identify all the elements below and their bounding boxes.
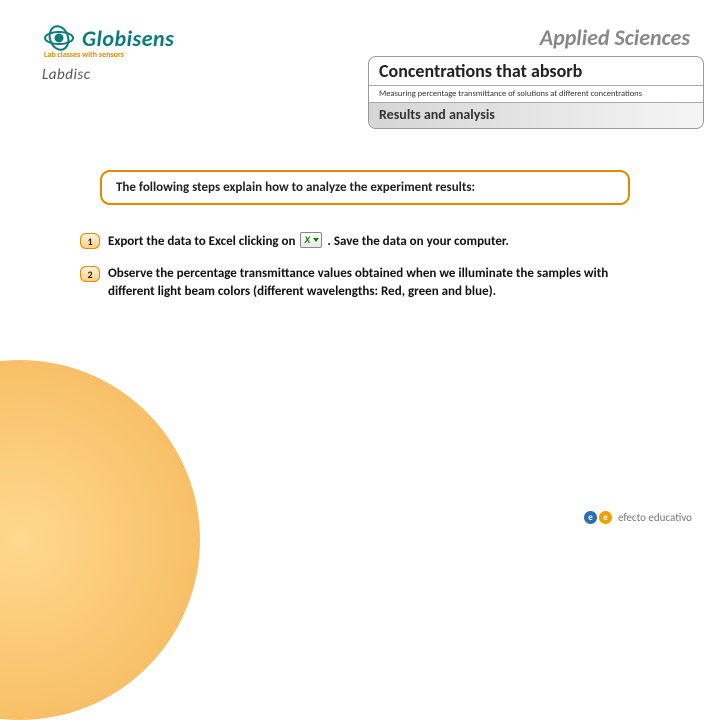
brand-name: Globisens [82, 25, 174, 52]
step-number-badge: 1 [80, 233, 100, 249]
step-number-badge: 2 [80, 266, 100, 282]
decorative-circle [0, 360, 200, 720]
lesson-subtitle: Measuring percentage transmittance of so… [369, 86, 703, 102]
step-item: 1 Export the data to Excel clicking on .… [80, 232, 640, 251]
step-item: 2 Observe the percentage transmittance v… [80, 265, 640, 301]
header-box: Concentrations that absorb Measuring per… [368, 56, 704, 129]
intro-box: The following steps explain how to analy… [100, 170, 630, 205]
category-label: Applied Sciences [540, 24, 690, 51]
step-text-post: . Save the data on your computer. [327, 234, 508, 249]
logo-block: Globisens Lab classes with sensors Labdi… [42, 24, 174, 84]
brand-tagline: Lab classes with sensors [44, 50, 174, 60]
globisens-logo: Globisens [42, 24, 174, 52]
step-text-pre: Export the data to Excel clicking on [108, 234, 298, 249]
steps-list: 1 Export the data to Excel clicking on .… [80, 218, 640, 302]
globe-rings-icon [42, 24, 76, 52]
step-text-pre: Observe the percentage transmittance val… [108, 266, 608, 299]
footer-brand: efecto educativo [618, 511, 692, 524]
subbrand-name: Labdisc [42, 66, 174, 84]
section-label: Results and analysis [369, 102, 703, 128]
footer-logo: ee efecto educativo [584, 511, 692, 524]
excel-export-icon [300, 232, 322, 248]
slide: Globisens Lab classes with sensors Labdi… [0, 0, 720, 540]
ee-mark-icon: ee [584, 511, 612, 524]
intro-text: The following steps explain how to analy… [116, 180, 475, 195]
step-body: Export the data to Excel clicking on . S… [108, 232, 640, 251]
step-body: Observe the percentage transmittance val… [108, 265, 640, 301]
lesson-title: Concentrations that absorb [369, 57, 703, 86]
